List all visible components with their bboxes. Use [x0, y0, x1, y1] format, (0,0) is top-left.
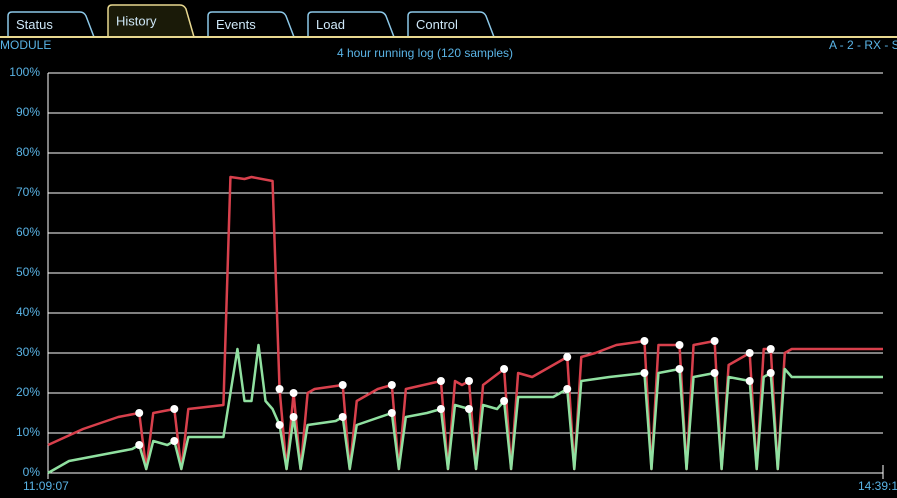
module-id: A - 2 - RX - S	[829, 38, 897, 52]
tab[interactable]: Load	[307, 11, 395, 38]
sample-marker	[563, 353, 572, 361]
tab-shape	[107, 4, 195, 38]
sample-marker	[640, 337, 649, 345]
sample-marker	[135, 441, 144, 449]
y-tick-label: 30%	[16, 345, 40, 359]
x-tick-label: 14:39:1	[858, 479, 897, 493]
series-line	[47, 175, 883, 471]
sample-marker	[338, 381, 347, 389]
y-tick-label: 60%	[16, 225, 40, 239]
y-tick-label: 100%	[9, 65, 40, 79]
tab[interactable]: History	[107, 4, 195, 38]
sample-marker	[465, 377, 474, 385]
sample-marker	[289, 413, 298, 421]
x-tick-label: 11:09:07	[23, 479, 69, 493]
sample-marker	[710, 337, 719, 345]
module-label: MODULE	[0, 38, 51, 52]
sample-marker	[338, 413, 347, 421]
tab-label: History	[116, 13, 157, 28]
tab-shape	[307, 11, 395, 38]
tab-label: Status	[16, 17, 53, 32]
plot: 0% 10% 20% 30% 40% 50% 60% 70% 80% 90% 100% 11:09:0…	[9, 65, 897, 493]
sample-marker	[170, 405, 179, 413]
tab-label: Control	[416, 17, 458, 32]
sample-marker	[563, 385, 572, 393]
sample-marker	[745, 349, 754, 357]
sample-marker	[710, 369, 719, 377]
tab-label: Load	[316, 17, 345, 32]
tab-shape	[207, 11, 295, 38]
y-tick-label: 70%	[16, 185, 40, 199]
tab[interactable]: Control	[407, 11, 495, 38]
y-tick-label: 90%	[16, 105, 40, 119]
sample-marker	[766, 345, 775, 353]
series-line	[47, 343, 883, 475]
sample-marker	[500, 397, 509, 405]
tab-bar: Status History Events Load Control	[7, 4, 495, 38]
y-tick-label: 40%	[16, 305, 40, 319]
sample-marker	[745, 377, 754, 385]
sample-marker	[275, 421, 284, 429]
sample-marker	[675, 341, 684, 349]
sample-marker	[436, 377, 445, 385]
sample-marker	[275, 385, 284, 393]
tab-shape	[407, 11, 495, 38]
sample-marker	[289, 389, 298, 397]
y-tick-label: 20%	[16, 385, 40, 399]
y-tick-label: 50%	[16, 265, 40, 279]
sample-marker	[766, 369, 775, 377]
chart-title: 4 hour running log (120 samples)	[337, 46, 513, 60]
tab-shape	[7, 11, 95, 38]
sample-marker	[640, 369, 649, 377]
sample-marker	[675, 365, 684, 373]
y-tick-label: 0%	[23, 465, 41, 479]
y-tick-label: 10%	[16, 425, 40, 439]
tab[interactable]: Events	[207, 11, 295, 38]
tab-label: Events	[216, 17, 256, 32]
sample-marker	[436, 405, 445, 413]
sample-marker	[135, 409, 144, 417]
sample-marker	[465, 405, 474, 413]
sample-marker	[387, 409, 396, 417]
sample-marker	[387, 381, 396, 389]
sample-marker	[500, 365, 509, 373]
tab[interactable]: Status	[7, 11, 95, 38]
sample-marker	[170, 437, 179, 445]
y-tick-label: 80%	[16, 145, 40, 159]
